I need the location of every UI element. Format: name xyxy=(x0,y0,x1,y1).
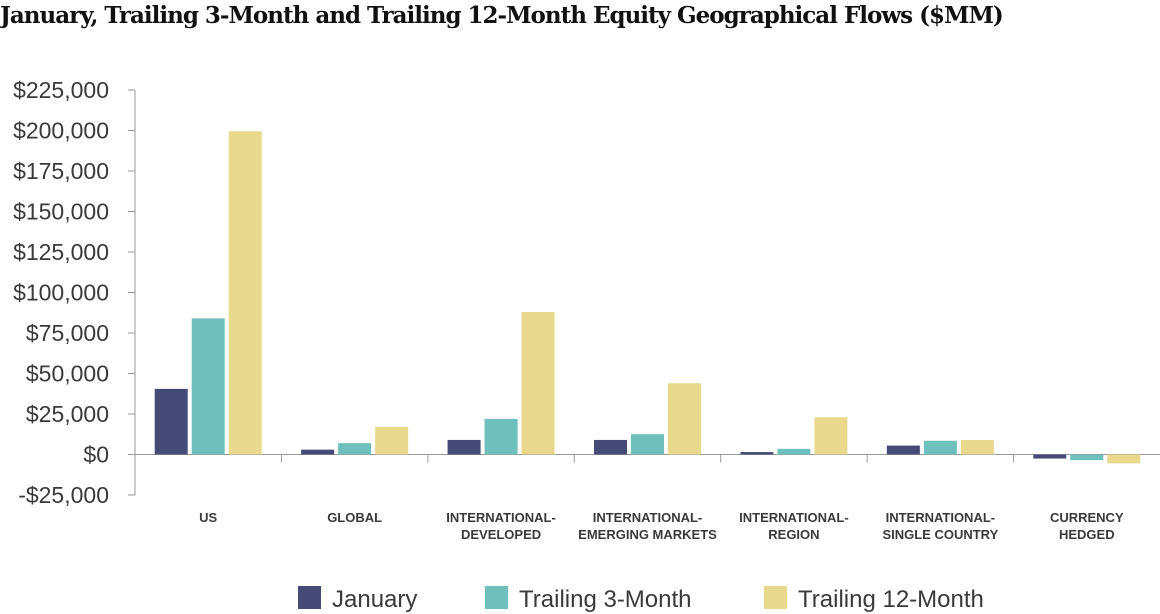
y-tick-label: $100,000 xyxy=(13,280,109,306)
x-category-label: INTERNATIONAL-EMERGING MARKETS xyxy=(578,510,717,542)
y-tick-label: $0 xyxy=(83,442,109,468)
y-tick-label: $225,000 xyxy=(13,77,109,103)
bar-trailing-12-month xyxy=(375,426,409,455)
y-tick-label: $50,000 xyxy=(26,361,109,387)
x-category-label: GLOBAL xyxy=(327,510,382,525)
y-tick-label: $200,000 xyxy=(13,118,109,144)
bar-january xyxy=(301,449,335,455)
bar-trailing-12-month xyxy=(668,383,701,455)
x-category-label: CURRENCY HEDGED xyxy=(1050,510,1124,542)
bar-trailing-3-month xyxy=(191,318,225,455)
x-category-label: US xyxy=(199,510,217,525)
y-tick-label: $150,000 xyxy=(13,199,109,225)
bar-trailing-3-month xyxy=(338,443,372,455)
y-tick-label: -$25,000 xyxy=(18,482,109,508)
bar-january xyxy=(447,439,481,455)
bar-january xyxy=(740,452,774,455)
bar-january xyxy=(886,445,920,455)
bar-trailing-12-month xyxy=(960,439,994,455)
bar-trailing-12-month xyxy=(814,417,848,455)
x-category-label: INTERNATIONAL-DEVELOPED xyxy=(446,510,556,542)
bar-trailing-12-month xyxy=(1107,454,1141,464)
bar-january xyxy=(154,388,188,455)
x-category-label: INTERNATIONAL-REGION xyxy=(739,510,849,542)
y-tick-label: $125,000 xyxy=(13,239,109,265)
bar-trailing-3-month xyxy=(1070,454,1104,461)
legend-label: Trailing 12-Month xyxy=(798,586,984,613)
y-tick-label: $25,000 xyxy=(26,401,109,427)
bar-trailing-3-month xyxy=(777,448,811,455)
legend-swatch xyxy=(485,586,508,609)
legend-label: January xyxy=(332,586,417,613)
bar-january xyxy=(594,439,627,455)
bar-trailing-12-month xyxy=(228,131,262,455)
legend-label: Trailing 3-Month xyxy=(519,586,692,613)
chart-title: January, Trailing 3-Month and Trailing 1… xyxy=(0,2,1004,29)
x-category-label: INTERNATIONAL-SINGLE COUNTRY xyxy=(882,510,998,542)
bar-trailing-3-month xyxy=(631,434,664,455)
bar-trailing-3-month xyxy=(484,418,518,455)
y-tick-label: $175,000 xyxy=(13,158,109,184)
y-tick-label: $75,000 xyxy=(26,320,109,346)
legend-swatch xyxy=(764,586,787,609)
legend-swatch xyxy=(298,586,321,609)
bar-trailing-3-month xyxy=(923,440,957,455)
bar-january xyxy=(1033,454,1067,459)
bar-trailing-12-month xyxy=(521,311,555,455)
